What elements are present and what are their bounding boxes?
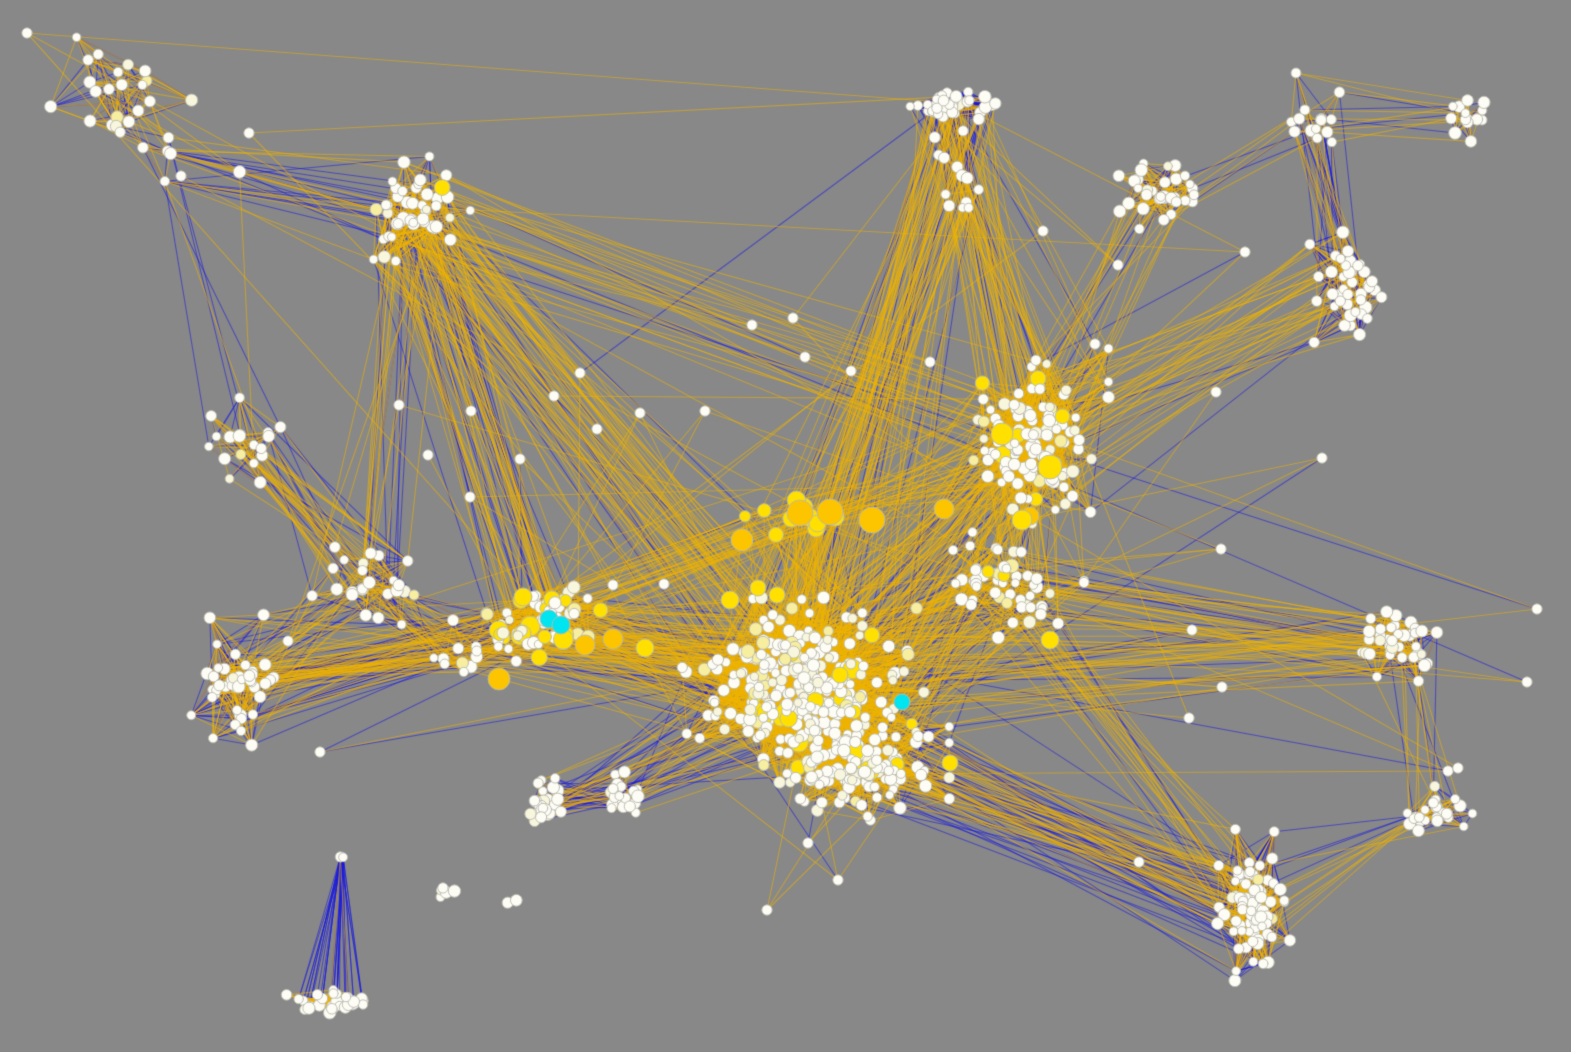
network-graph-visualization[interactable] xyxy=(0,0,1571,1052)
graph-canvas[interactable] xyxy=(0,0,1571,1052)
